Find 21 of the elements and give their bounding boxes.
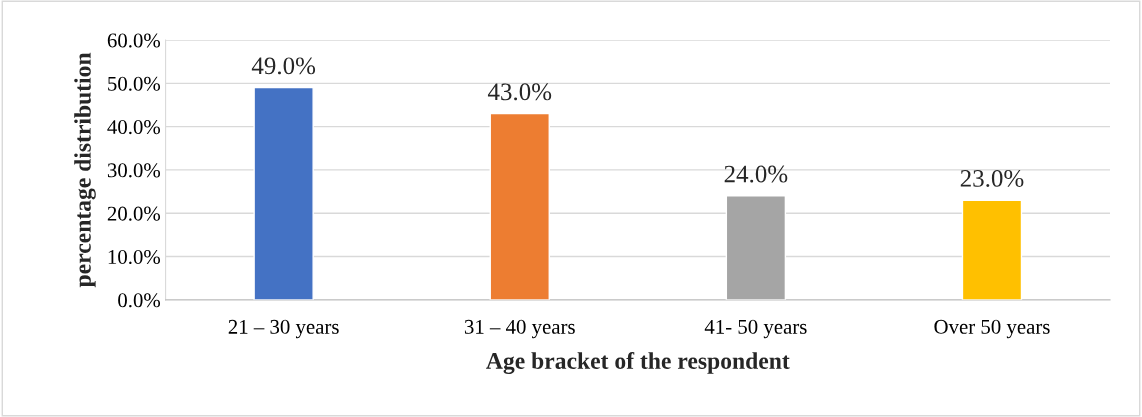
data-label: 49.0% xyxy=(251,57,316,75)
bar xyxy=(489,112,550,300)
bar xyxy=(253,86,314,300)
data-label: 43.0% xyxy=(487,83,552,101)
y-tick-label: 0.0% xyxy=(118,293,161,308)
x-tick-label: 41- 50 years xyxy=(704,319,807,339)
bar xyxy=(725,195,787,300)
x-tick-label: 21 – 30 years xyxy=(228,319,339,339)
y-tick-label: 60.0% xyxy=(107,33,161,48)
y-tick-label: 20.0% xyxy=(107,206,161,221)
y-axis-title: percentage distribution xyxy=(74,52,96,288)
y-tick-label: 30.0% xyxy=(107,163,161,178)
y-tick-label: 40.0% xyxy=(107,120,161,135)
y-tick-label: 50.0% xyxy=(108,76,161,91)
bar xyxy=(961,199,1023,300)
x-axis-title: Age bracket of the respondent xyxy=(486,352,790,374)
data-label: 23.0% xyxy=(960,169,1024,187)
x-tick-label: 31 – 40 years xyxy=(464,319,575,339)
y-tick-label: 10.0% xyxy=(108,249,161,265)
x-tick-label: Over 50 years xyxy=(934,319,1050,339)
data-label: 24.0% xyxy=(724,165,788,183)
